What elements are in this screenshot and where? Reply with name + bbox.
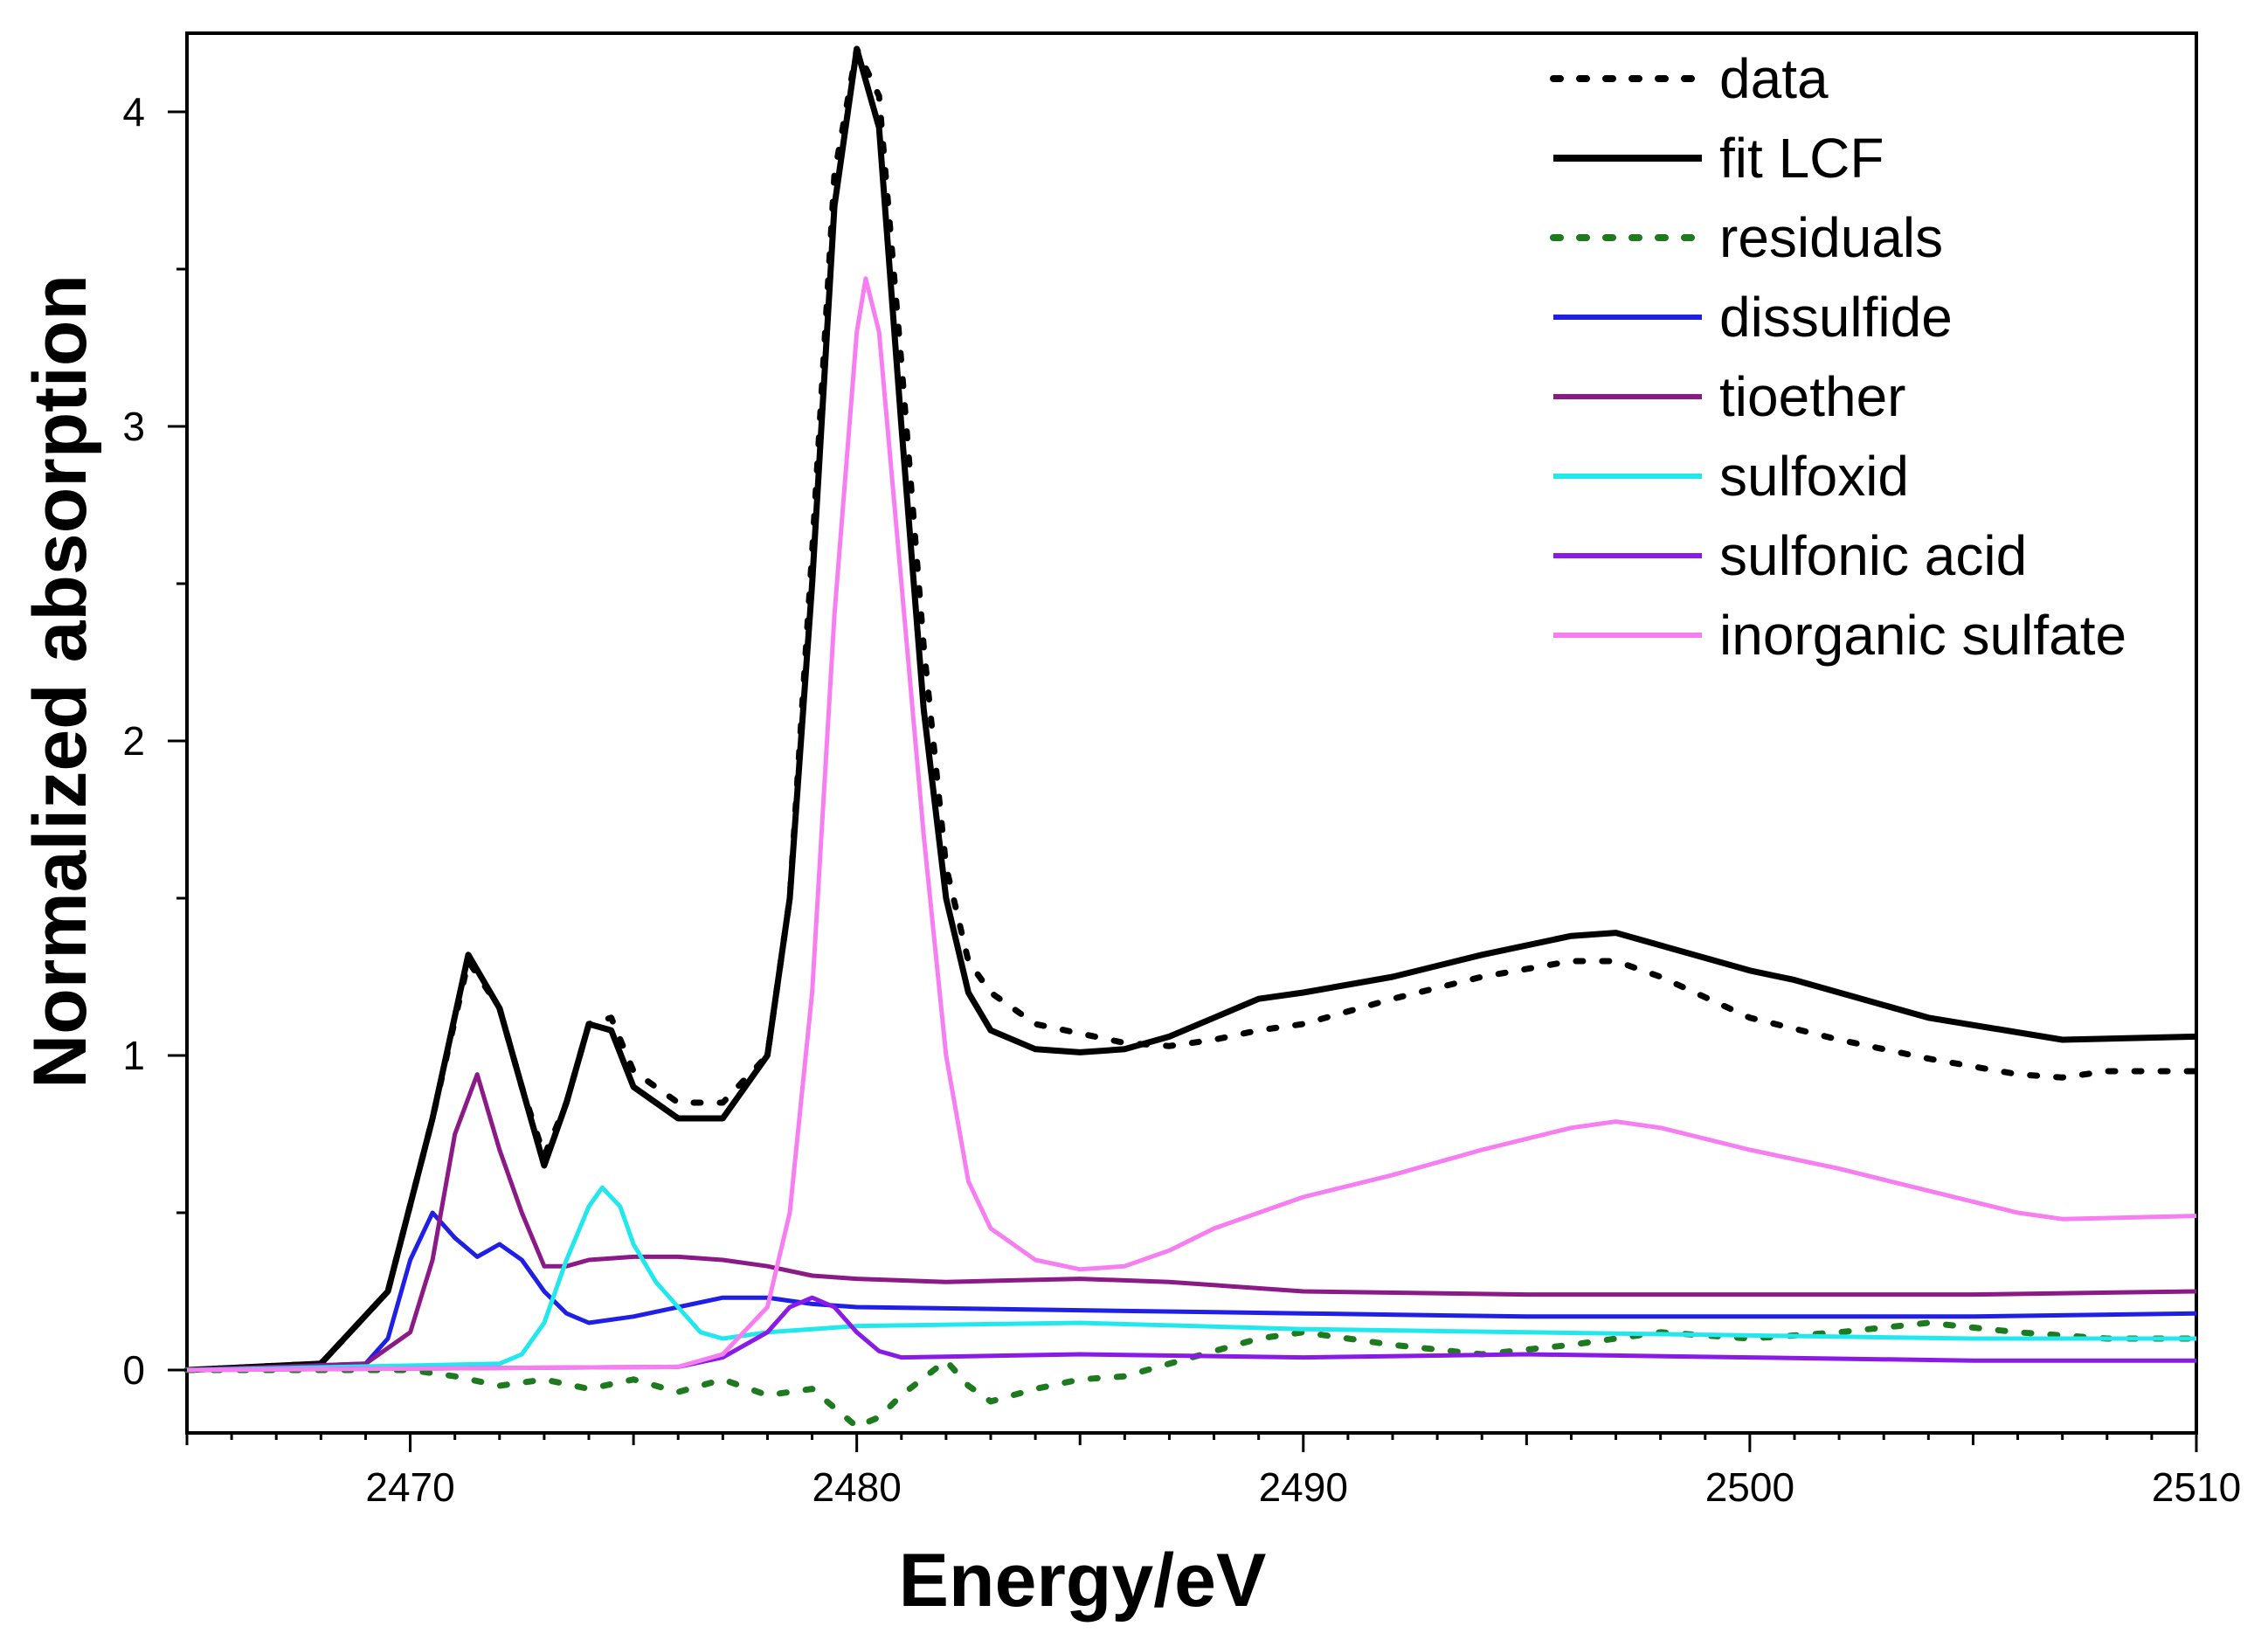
y-tick-label: 2 bbox=[122, 718, 145, 764]
legend-label: sulfoxid bbox=[1719, 445, 1909, 508]
x-tick-label: 2470 bbox=[365, 1464, 454, 1510]
legend: data fit LCF residuals dissulfide tioether su… bbox=[1550, 47, 2126, 667]
legend-label: dissulfide bbox=[1719, 286, 1953, 349]
series-line-7 bbox=[186, 1295, 2196, 1373]
y-tick-label: 0 bbox=[122, 1347, 145, 1393]
x-axis-title: Energy/eV bbox=[899, 1539, 1267, 1623]
legend-label: inorganic sulfate bbox=[1719, 604, 2126, 667]
y-axis-ticks: 0 1 2 3 4 bbox=[122, 89, 187, 1393]
y-tick-label: 1 bbox=[122, 1033, 145, 1078]
series-line-2 bbox=[186, 45, 2197, 1374]
x-tick-label: 2500 bbox=[1705, 1464, 1794, 1510]
legend-label: data bbox=[1719, 47, 1829, 110]
x-tick-label: 2480 bbox=[812, 1464, 901, 1510]
legend-label: tioether bbox=[1719, 365, 1905, 428]
y-axis-title: Normalized absorption bbox=[18, 274, 102, 1089]
y-tick-label: 4 bbox=[122, 89, 145, 135]
series-line-4 bbox=[186, 1210, 2197, 1373]
x-tick-label: 2510 bbox=[2152, 1464, 2241, 1510]
plot-area-frame bbox=[185, 31, 2198, 1435]
x-tick-label: 2490 bbox=[1259, 1464, 1348, 1510]
legend-label: fit LCF bbox=[1719, 127, 1884, 190]
legend-label: residuals bbox=[1719, 206, 1943, 269]
y-tick-label: 3 bbox=[122, 404, 145, 449]
x-axis-ticks: 2470 2480 2490 2500 2510 bbox=[185, 1433, 2241, 1510]
legend-label: sulfonic acid bbox=[1719, 524, 2027, 587]
series-layer bbox=[183, 45, 2200, 1430]
series-line-5 bbox=[186, 1072, 2197, 1373]
series-line-6 bbox=[186, 1185, 2196, 1373]
series-line-8 bbox=[186, 276, 2197, 1373]
